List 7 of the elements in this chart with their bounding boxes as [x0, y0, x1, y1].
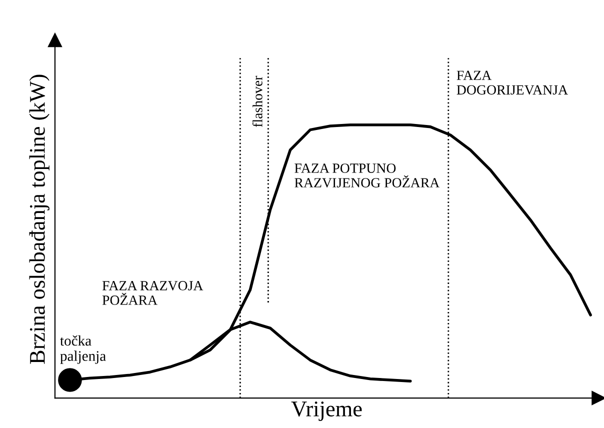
annotation: točka paljenja [60, 335, 106, 364]
x-axis-title: Vrijeme [291, 402, 362, 421]
y-axis-title: Brzina oslobađanja topline (kW) [29, 74, 50, 364]
text: FAZA DOGORIJEVANJA [456, 70, 568, 95]
annotation: FAZA RAZVOJA POŽARA [102, 281, 204, 305]
annotation: flashover [252, 76, 262, 127]
annotation: FAZA POTPUNO RAZVIJENOG POŽARA [294, 164, 440, 188]
